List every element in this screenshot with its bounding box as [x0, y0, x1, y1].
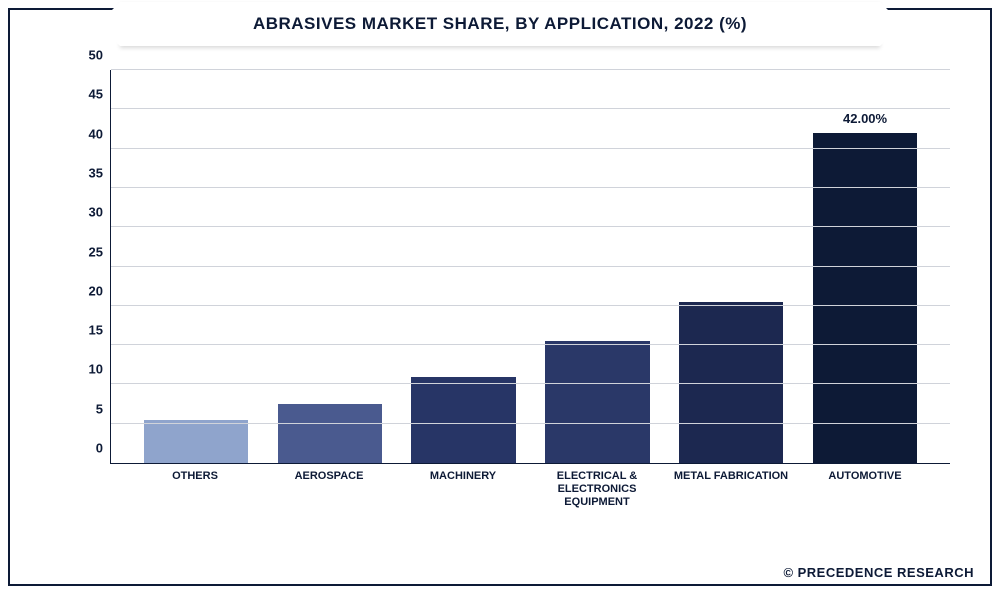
gridline: [111, 305, 950, 306]
gridline: [111, 187, 950, 188]
chart-title: ABRASIVES MARKET SHARE, BY APPLICATION, …: [253, 14, 747, 34]
bar-slot: [263, 70, 397, 463]
plot-region: 42.00% 05101520253035404550: [110, 70, 950, 464]
y-tick-label: 5: [71, 401, 103, 416]
bar-value-label: 42.00%: [843, 111, 887, 126]
x-tick-label: OTHERS: [128, 464, 262, 504]
bar: [144, 420, 248, 463]
x-tick-label: ELECTRICAL & ELECTRONICS EQUIPMENT: [530, 464, 664, 504]
y-tick-label: 15: [71, 323, 103, 338]
y-tick-label: 0: [71, 441, 103, 456]
x-tick-label: METAL FABRICATION: [664, 464, 798, 504]
x-tick-label: MACHINERY: [396, 464, 530, 504]
bar: [411, 377, 515, 463]
gridline: [111, 226, 950, 227]
gridline: [111, 383, 950, 384]
y-tick-label: 25: [71, 244, 103, 259]
gridline: [111, 423, 950, 424]
gridline: [111, 148, 950, 149]
bars-container: 42.00%: [111, 70, 950, 463]
y-tick-label: 35: [71, 165, 103, 180]
y-tick-label: 50: [71, 48, 103, 63]
bar-slot: [664, 70, 798, 463]
gridline: [111, 266, 950, 267]
title-banner-inner: ABRASIVES MARKET SHARE, BY APPLICATION, …: [120, 2, 880, 46]
bar: 42.00%: [813, 133, 917, 463]
bar-slot: [530, 70, 664, 463]
y-tick-label: 30: [71, 205, 103, 220]
copyright-footer: © PRECEDENCE RESEARCH: [783, 565, 974, 580]
gridline: [111, 344, 950, 345]
chart-area: 42.00% 05101520253035404550 OTHERSAEROSP…: [60, 70, 960, 504]
y-tick-label: 20: [71, 283, 103, 298]
y-tick-label: 10: [71, 362, 103, 377]
x-axis-labels: OTHERSAEROSPACEMACHINERYELECTRICAL & ELE…: [110, 464, 950, 504]
gridline: [111, 69, 950, 70]
bar-slot: 42.00%: [798, 70, 932, 463]
x-tick-label: AEROSPACE: [262, 464, 396, 504]
bar-slot: [397, 70, 531, 463]
bar: [545, 341, 649, 463]
bar: [278, 404, 382, 463]
y-tick-label: 45: [71, 87, 103, 102]
bar-slot: [129, 70, 263, 463]
y-tick-label: 40: [71, 126, 103, 141]
x-tick-label: AUTOMOTIVE: [798, 464, 932, 504]
title-banner: ABRASIVES MARKET SHARE, BY APPLICATION, …: [120, 2, 880, 46]
gridline: [111, 108, 950, 109]
